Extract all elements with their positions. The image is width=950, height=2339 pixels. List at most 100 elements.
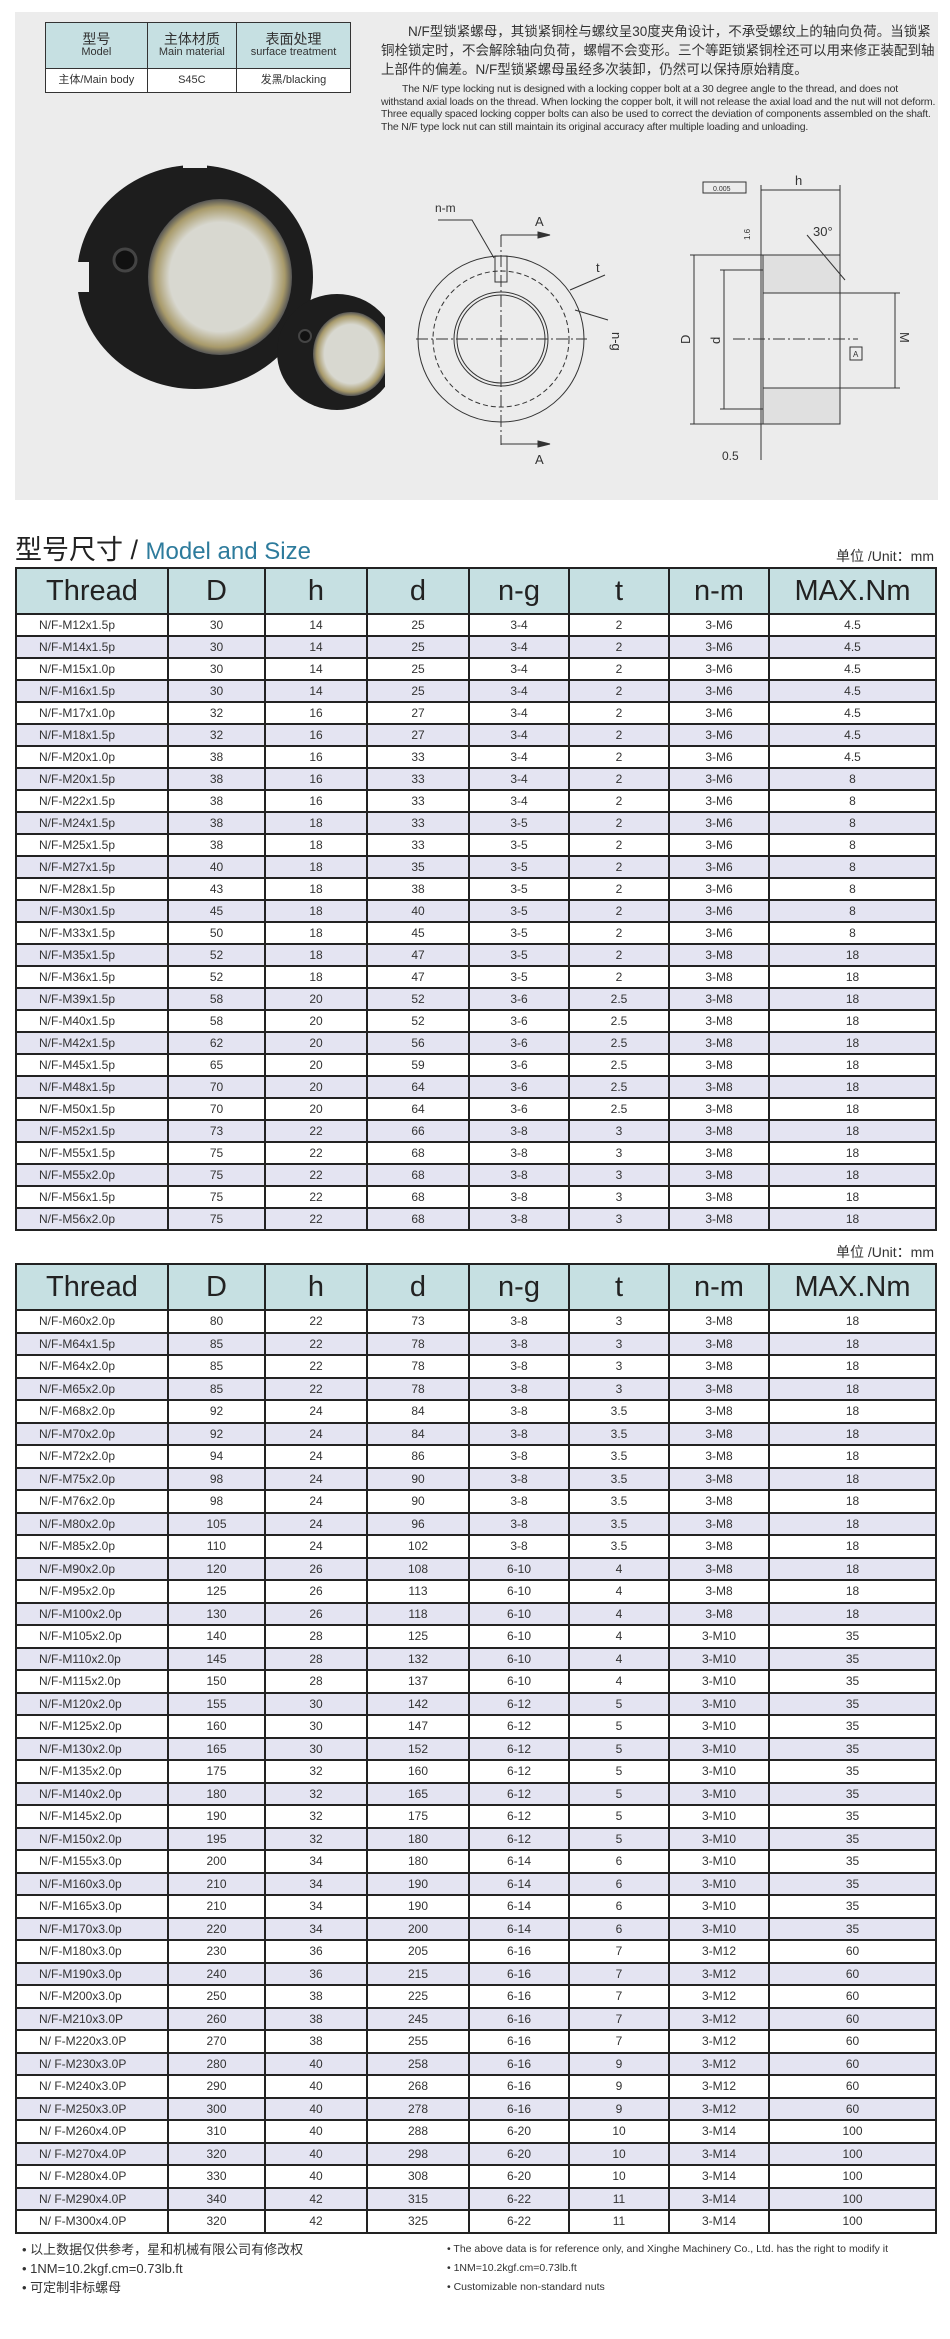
cell-t: 2 [568, 679, 670, 703]
cell-n-m: 3-M12 [668, 2051, 770, 2076]
cell-n-g: 6-12 [468, 1826, 570, 1851]
column-header: n-g [468, 567, 570, 615]
section-title: 型号尺寸 / Model and Size [15, 528, 311, 567]
cell-d: 102 [366, 1534, 470, 1559]
cell-n-g: 6-10 [468, 1669, 570, 1694]
table-row: N/F-M20x1.5p 38 16 33 3-4 2 3-M6 8 [15, 767, 937, 791]
section-view: h 30° D d M 0.5 1.6 0.005 A [678, 173, 912, 463]
cell-max-nm: 18 [768, 1421, 937, 1446]
label-datum: A [853, 350, 859, 359]
unit-label: 单位 /Unit：mm [836, 548, 934, 564]
cell-h: 14 [264, 679, 368, 703]
cell-d: 58 [167, 1009, 266, 1033]
cell-n-g: 3-5 [468, 877, 570, 901]
cell-thread: N/F-M130x2.0p [15, 1736, 169, 1761]
cell-t: 2 [568, 899, 670, 923]
cell-t: 10 [568, 2141, 670, 2166]
cell-d: 85 [167, 1354, 266, 1379]
cell-max-nm: 18 [768, 987, 937, 1011]
cell-max-nm: 35 [768, 1826, 937, 1851]
cell-d: 130 [167, 1601, 266, 1626]
cell-max-nm: 35 [768, 1871, 937, 1896]
table-row: N/F-M190x3.0p 240 36 215 6-16 7 3-M12 60 [15, 1961, 937, 1986]
cell-thread: N/F-M200x3.0p [15, 1984, 169, 2009]
cell-t: 3 [568, 1141, 670, 1165]
cell-n-g: 3-8 [468, 1511, 570, 1536]
cell-n-m: 3-M6 [668, 613, 770, 637]
cell-t: 3.5 [568, 1399, 670, 1424]
cell-d: 78 [366, 1354, 470, 1379]
cell-d: 315 [366, 2186, 470, 2211]
cell-h: 22 [264, 1141, 368, 1165]
cell-d: 125 [167, 1579, 266, 1604]
cell-d: 290 [167, 2074, 266, 2099]
cell-h: 22 [264, 1207, 368, 1231]
cell-t: 3.5 [568, 1444, 670, 1469]
cell-n-m: 3-M8 [668, 1141, 770, 1165]
cell-n-g: 6-14 [468, 1871, 570, 1896]
cell-t: 3 [568, 1207, 670, 1231]
cell-max-nm: 18 [768, 1207, 937, 1231]
cell-d: 33 [366, 745, 470, 769]
cell-n-m: 3-M10 [668, 1759, 770, 1784]
table-row: N/F-M17x1.0p 32 16 27 3-4 2 3-M6 4.5 [15, 701, 937, 725]
table-row: N/ F-M230x3.0P 280 40 258 6-16 9 3-M12 60 [15, 2051, 937, 2076]
cell-d: 298 [366, 2141, 470, 2166]
cell-max-nm: 35 [768, 1804, 937, 1829]
cell-n-g: 6-20 [468, 2164, 570, 2189]
cell-d: 52 [366, 987, 470, 1011]
cell-n-g: 6-12 [468, 1781, 570, 1806]
cell-d: 32 [167, 723, 266, 747]
cell-d: 68 [366, 1185, 470, 1209]
table-row: N/F-M64x2.0p 85 22 78 3-8 3 3-M8 18 [15, 1354, 937, 1379]
cell-max-nm: 18 [768, 1579, 937, 1604]
cell-d: 86 [366, 1444, 470, 1469]
cell-d: 43 [167, 877, 266, 901]
spec-header-en: surface treatment [250, 45, 337, 58]
cell-h: 18 [264, 965, 368, 989]
cell-h: 32 [264, 1804, 368, 1829]
cell-thread: N/F-M155x3.0p [15, 1849, 169, 1874]
table-row: N/F-M25x1.5p 38 18 33 3-5 2 3-M6 8 [15, 833, 937, 857]
cell-n-g: 3-5 [468, 943, 570, 967]
cell-n-g: 3-8 [468, 1399, 570, 1424]
cell-h: 22 [264, 1309, 368, 1334]
cell-h: 24 [264, 1466, 368, 1491]
column-header: Thread [15, 1263, 169, 1311]
cell-n-g: 6-12 [468, 1691, 570, 1716]
cell-t: 2.5 [568, 1053, 670, 1077]
cell-h: 38 [264, 2006, 368, 2031]
cell-thread: N/F-M18x1.5p [15, 723, 169, 747]
cell-d: 320 [167, 2209, 266, 2234]
cell-max-nm: 35 [768, 1714, 937, 1739]
cell-t: 2 [568, 943, 670, 967]
section-title-cn: 型号尺寸 / [15, 535, 146, 565]
column-header: MAX.Nm [768, 1263, 937, 1311]
cell-max-nm: 60 [768, 1984, 937, 2009]
cell-d: 175 [167, 1759, 266, 1784]
cell-t: 7 [568, 1984, 670, 2009]
cell-h: 18 [264, 855, 368, 879]
cell-n-m: 3-M14 [668, 2209, 770, 2234]
label-h: h [795, 173, 802, 188]
cell-h: 22 [264, 1119, 368, 1143]
cell-thread: N/F-M85x2.0p [15, 1534, 169, 1559]
cell-d: 240 [167, 1961, 266, 1986]
cell-d: 85 [167, 1331, 266, 1356]
cell-d: 73 [366, 1309, 470, 1334]
cell-d: 142 [366, 1691, 470, 1716]
cell-thread: N/F-M60x2.0p [15, 1309, 169, 1334]
cell-thread: N/F-M27x1.5p [15, 855, 169, 879]
column-header: t [568, 567, 670, 615]
cell-max-nm: 35 [768, 1691, 937, 1716]
cell-n-m: 3-M8 [668, 1376, 770, 1401]
cell-n-m: 3-M10 [668, 1849, 770, 1874]
cell-h: 14 [264, 613, 368, 637]
cell-n-m: 3-M6 [668, 657, 770, 681]
cell-thread: N/ F-M260x4.0P [15, 2119, 169, 2144]
table-row: N/F-M52x1.5p 73 22 66 3-8 3 3-M8 18 [15, 1119, 937, 1143]
cell-thread: N/F-M115x2.0p [15, 1669, 169, 1694]
cell-n-g: 3-4 [468, 679, 570, 703]
cell-n-g: 3-5 [468, 965, 570, 989]
